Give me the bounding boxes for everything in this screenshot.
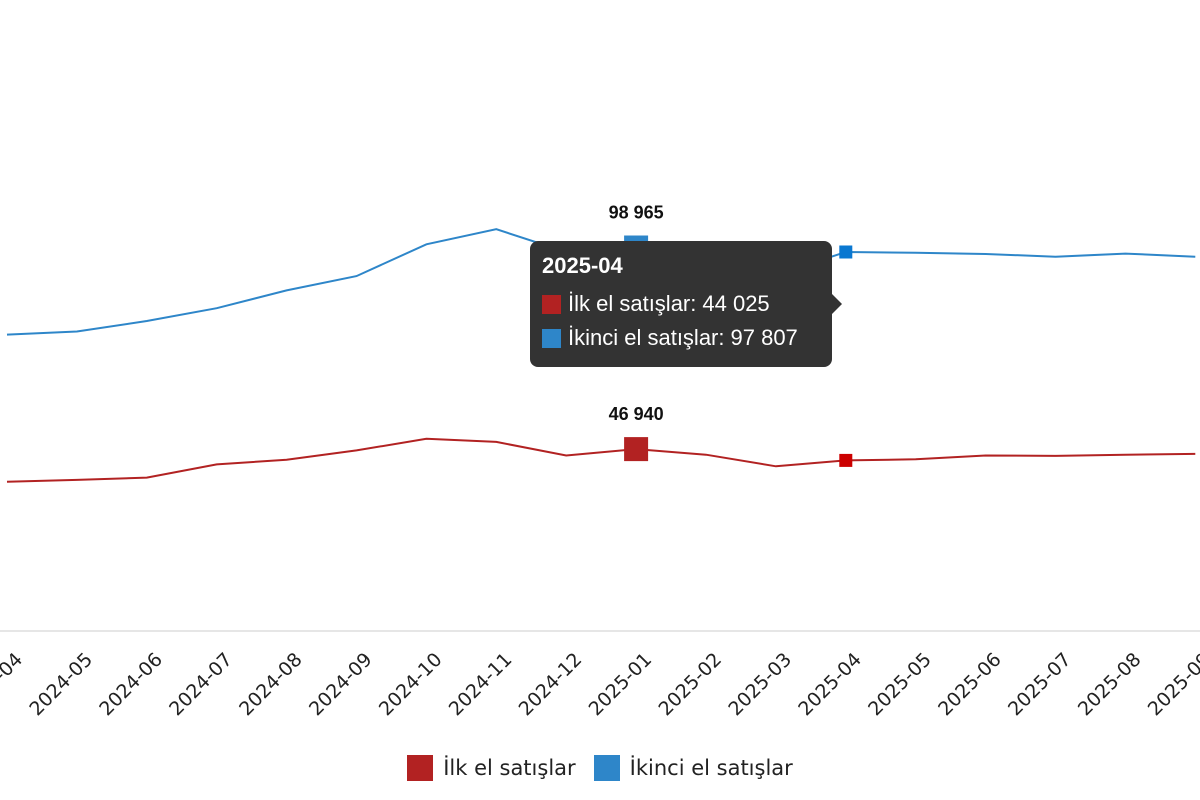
- legend-item-ikinci-el[interactable]: İkinci el satışlar: [593, 755, 793, 781]
- data-label-layer: 98 965 46 940: [609, 203, 664, 425]
- tooltip-label-ikinci-el: İkinci el satışlar:: [568, 325, 725, 350]
- tooltip-swatch-ilk-el: [542, 294, 561, 314]
- x-tick-label: 2025-04: [794, 649, 866, 721]
- legend-swatch-ikinci-el: [593, 755, 620, 781]
- x-tick-label: 2025-02: [654, 649, 726, 721]
- series-line-ilk-el: [6, 437, 1196, 483]
- x-tick-label: 2024-05: [25, 649, 97, 721]
- tooltip: 2025-04 İlk el satışlar: 44 025 İkinci e…: [530, 241, 842, 367]
- x-tick-label: 2025-09: [1144, 649, 1200, 721]
- x-tick-label: 2024-06: [95, 649, 167, 721]
- x-tick-label: 2024-07: [165, 649, 237, 721]
- legend: İlk el satışlar İkinci el satışlar: [0, 748, 1200, 788]
- legend-item-ilk-el[interactable]: İlk el satışlar: [407, 755, 576, 781]
- x-tick-label: 2025-08: [1074, 649, 1146, 721]
- x-tick-label: 2024-10: [375, 649, 447, 721]
- data-label-ikinci-el: 98 965: [609, 203, 664, 223]
- data-label-ilk-el: 46 940: [609, 404, 664, 424]
- tooltip-value-ilk-el: 44 025: [702, 291, 770, 316]
- hover-marker-ikinci-el[interactable]: [839, 245, 853, 259]
- x-tick-label: 2024-11: [445, 649, 517, 721]
- legend-swatch-ilk-el: [407, 755, 434, 781]
- legend-label-ilk-el: İlk el satışlar: [443, 756, 576, 780]
- tooltip-label-ilk-el: İlk el satışlar:: [568, 291, 697, 316]
- tooltip-value-ikinci-el: 97 807: [730, 325, 798, 350]
- tooltip-row-ikinci-el: İkinci el satışlar: 97 807: [542, 321, 820, 355]
- x-tick-label: 2025-05: [864, 649, 936, 721]
- x-tick-label: 2025-03: [724, 649, 796, 721]
- x-tick-label: 2024-12: [515, 649, 587, 721]
- tooltip-title: 2025-04: [542, 253, 623, 278]
- x-tick-labels: 2024-042024-052024-062024-072024-082024-…: [0, 649, 1200, 721]
- point-marker-ilk-el-2025-01[interactable]: [624, 437, 649, 462]
- tooltip-row-ilk-el: İlk el satışlar: 44 025: [542, 287, 820, 321]
- x-tick-label: 2024-09: [305, 649, 377, 721]
- tooltip-swatch-ikinci-el: [542, 328, 561, 348]
- x-tick-label: 2025-01: [585, 649, 657, 721]
- legend-label-ikinci-el: İkinci el satışlar: [629, 756, 793, 780]
- x-tick-label: 2025-07: [1004, 649, 1076, 721]
- x-tick-label: 2024-08: [235, 649, 307, 721]
- hover-marker-ilk-el[interactable]: [839, 453, 853, 467]
- x-tick-label: 2025-06: [934, 649, 1006, 721]
- x-tick-label: 2024-04: [0, 649, 27, 721]
